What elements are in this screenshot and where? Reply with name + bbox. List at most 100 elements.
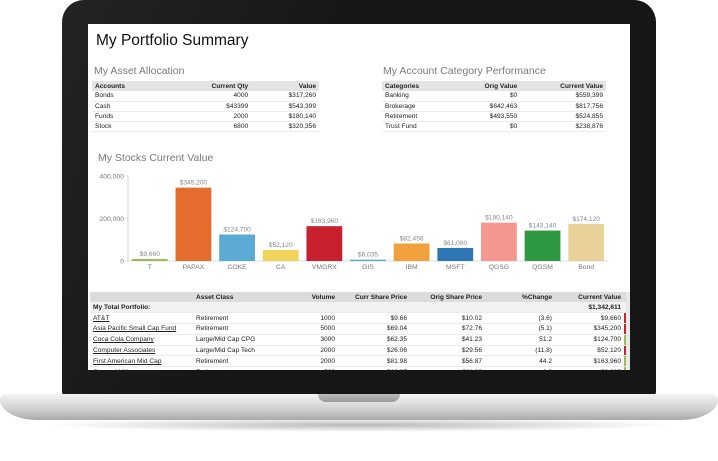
asset-allocation-title: My Asset Allocation [94, 65, 185, 77]
category-current: $524,855 [520, 111, 606, 123]
bar [524, 230, 561, 261]
x-tick-label: MSFT [446, 264, 465, 271]
col-value: Value [251, 81, 319, 91]
bar [350, 259, 386, 261]
bar [219, 234, 255, 261]
account-qty: 2000 [164, 111, 252, 123]
current-value: $6,035 [555, 366, 624, 370]
account-name: Funds [92, 111, 165, 123]
x-tick-label: QGSM [532, 264, 553, 271]
current-value: $163,960 [555, 355, 624, 368]
stock-name-link[interactable]: Computer Associates [90, 345, 193, 357]
bar-value-label: $9,660 [140, 251, 161, 258]
bar [393, 243, 430, 261]
asset-class: Retirement [193, 355, 283, 368]
table-row: Asia Pacific Small Cap Fund Retirement 500… [90, 323, 628, 335]
table-row: Trust Fund $0 $238,876 [382, 121, 606, 133]
bar-value-label: $174,120 [572, 216, 600, 223]
percent-change: (3.6) [485, 312, 555, 325]
category-name: Banking [382, 91, 453, 102]
curr-share-price: $9.66 [338, 312, 410, 325]
volume: 2000 [283, 345, 338, 357]
asset-class: Large/Mid Cap CPG [193, 334, 283, 346]
orig-share-price: $72.76 [410, 323, 485, 335]
bar-value-label: $52,120 [269, 242, 293, 249]
orig-share-price: $41.23 [410, 334, 485, 346]
x-tick-label: VMGRX [312, 264, 337, 271]
x-tick-label: CA [276, 264, 286, 271]
col-current-value: Current Value [520, 81, 606, 91]
category-current: $238,876 [520, 121, 606, 133]
stock-name-link[interactable]: General Mills [90, 366, 193, 370]
bar [131, 258, 168, 261]
table-row: Cash $43399 $543,399 [92, 101, 319, 112]
bar-value-label: $6,035 [358, 252, 379, 259]
bar [568, 223, 605, 261]
category-orig: $493,550 [452, 111, 521, 123]
y-tick-label: 0 [120, 259, 124, 266]
percent-change: 51.2 [485, 334, 555, 346]
bar-value-label: $345,200 [180, 180, 208, 187]
table-row: Retirement $493,550 $524,855 [382, 111, 606, 123]
col-change: %Change [485, 292, 555, 302]
curr-share-price: $26.06 [338, 345, 410, 357]
x-tick-label: Bond [578, 264, 594, 271]
account-value: $317,260 [251, 91, 319, 102]
stock-name-link[interactable]: AT&T [90, 312, 193, 325]
bar-value-label: $163,960 [311, 218, 339, 225]
total-value: $1,342,611 [555, 302, 624, 314]
account-qty: $43399 [164, 101, 252, 112]
percent-change: 44.2 [485, 355, 555, 368]
bar [262, 249, 299, 261]
table-row: General MillsRetirement500$12.07$11.980.… [90, 366, 628, 370]
asset-class: Retirement [193, 366, 283, 370]
curr-share-price: $62.35 [338, 334, 410, 346]
category-current: $817,756 [520, 101, 606, 112]
x-tick-label: QGSG [489, 264, 509, 271]
col-curr-share-price: Curr Share Price [338, 292, 410, 302]
col-current-qty: Current Qty [164, 81, 252, 91]
y-tick-label: 400,000 [99, 174, 124, 181]
curr-share-price: $69.04 [338, 323, 410, 335]
account-qty: 4000 [164, 91, 252, 102]
asset-class: Large/Mid Cap Tech [193, 345, 283, 357]
volume: 5000 [283, 323, 338, 335]
volume: 500 [283, 366, 338, 370]
col-volume: Volume [283, 292, 338, 302]
portfolio-table: Asset Class Volume Curr Share Price Orig… [90, 292, 628, 370]
stocks-bar-chart: 400,000 200,000 0 $9,660 T $345,200 PAPAX $124,… [99, 174, 608, 271]
curr-share-price: $81.98 [338, 355, 410, 368]
col-asset-class: Asset Class [193, 292, 283, 302]
volume: 3000 [283, 334, 338, 346]
current-value: $345,200 [555, 323, 624, 335]
asset-allocation-table: Accounts Current Qty Value Bonds 4000 $317… [92, 81, 319, 133]
category-header-row: Categories Orig Value Current Value [382, 81, 606, 91]
table-row: Stock 6800 $320,356 [92, 121, 319, 133]
table-row: First American Mid Cap Retirement 2000 $81.… [90, 355, 628, 368]
asset-class: Retirement [193, 323, 283, 335]
stock-name-link[interactable]: Asia Pacific Small Cap Fund [90, 323, 193, 335]
table-row: Funds 2000 $180,140 [92, 111, 319, 123]
table-row: Coca Cola Company Large/Mid Cap CPG 3000 $6… [90, 334, 628, 346]
orig-share-price: $56.87 [410, 355, 485, 368]
table-row: Banking $0 $559,399 [382, 91, 606, 102]
current-value: $52,120 [555, 345, 624, 357]
table-row: AT&T Retirement 1000 $9.66 $10.02 (3.6) $9,660 [90, 312, 628, 325]
percent-change: 0.8 [485, 366, 555, 370]
category-performance-table: Categories Orig Value Current Value Bank… [382, 81, 606, 133]
orig-share-price: $29.56 [410, 345, 485, 357]
category-orig: $0 [452, 91, 521, 102]
scrollbar[interactable] [626, 292, 630, 370]
bar-value-label: $180,140 [485, 215, 513, 222]
stock-name-link[interactable]: First American Mid Cap [90, 355, 193, 368]
bar [175, 187, 212, 261]
category-name: Retirement [382, 111, 453, 123]
volume: 2000 [283, 355, 338, 368]
stock-name-link[interactable]: Coca Cola Company [90, 334, 193, 346]
account-value: $543,399 [251, 101, 319, 112]
total-label: My Total Portfolio: [90, 302, 283, 314]
laptop-notch [318, 394, 400, 402]
account-value: $320,356 [251, 121, 319, 133]
bar-value-label: $61,080 [443, 240, 467, 247]
table-row: Computer Associates Large/Mid Cap Tech 200… [90, 345, 628, 357]
